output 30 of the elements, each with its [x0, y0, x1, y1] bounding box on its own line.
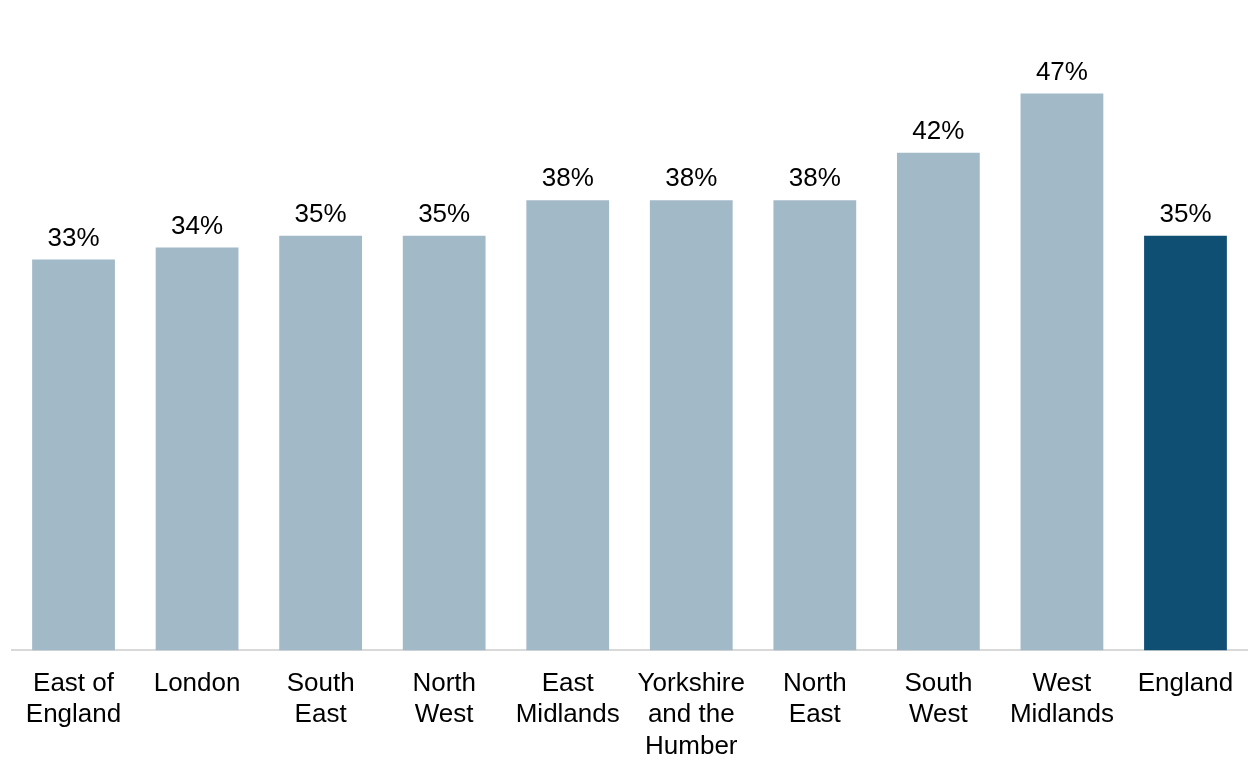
data-label: 38%: [788, 162, 841, 193]
x-tick-label: West Midlands: [1009, 667, 1114, 729]
data-label: 38%: [665, 162, 718, 193]
bar: [32, 259, 115, 651]
data-label: 47%: [1035, 55, 1088, 86]
data-label: 35%: [418, 197, 471, 228]
x-tick-label: South East: [286, 667, 355, 729]
data-label: 35%: [294, 197, 347, 228]
bar: [402, 235, 486, 651]
x-tick-label: Yorkshire and the Humber: [637, 667, 745, 760]
data-label: 33%: [47, 221, 100, 252]
bar: [1020, 93, 1104, 651]
bar: [279, 235, 363, 651]
x-tick-label: England: [1137, 667, 1234, 698]
bar: [896, 152, 980, 651]
x-tick-label: North East: [783, 667, 847, 729]
data-label: 34%: [171, 209, 224, 240]
bar: [1144, 235, 1227, 651]
x-tick-label: South West: [904, 667, 973, 729]
bar: [773, 200, 857, 651]
x-tick-label: London: [153, 667, 241, 698]
bar: [526, 200, 610, 651]
data-label: 42%: [912, 114, 965, 145]
bar: [155, 247, 239, 651]
x-tick-label: North West: [412, 667, 476, 729]
bar: [649, 200, 733, 651]
data-label: 35%: [1159, 197, 1212, 228]
x-tick-label: East Midlands: [515, 667, 620, 729]
data-label: 38%: [541, 162, 594, 193]
x-tick-label: East of England: [25, 667, 122, 729]
